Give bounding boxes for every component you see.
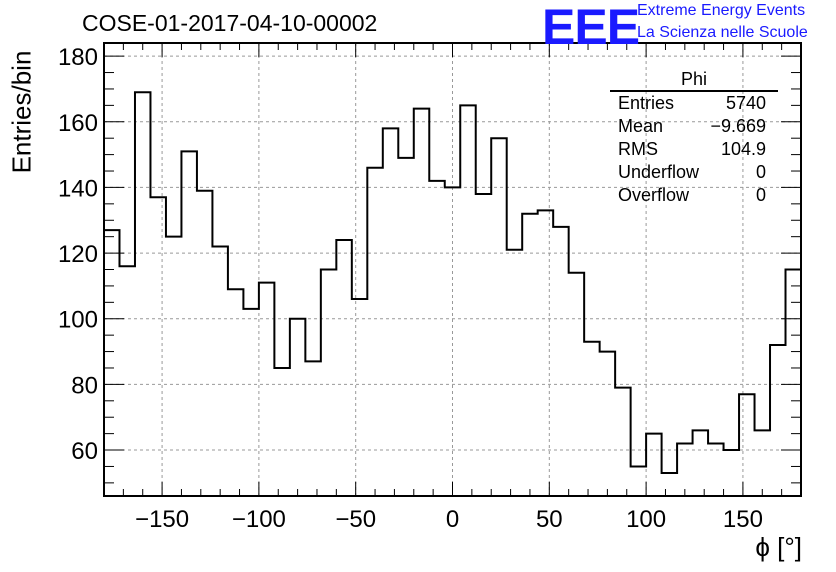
histogram-bin (755, 430, 770, 496)
stats-value: 104.9 (720, 139, 766, 159)
logo-line-2: La Scienza nelle Scuole (637, 24, 808, 41)
histogram-bin (786, 270, 801, 497)
histogram-bin (677, 443, 692, 496)
x-tick-label: 0 (446, 506, 459, 533)
x-tick-label: −50 (335, 506, 376, 533)
stats-value: −9.669 (710, 116, 766, 136)
stats-box: Phi Entries 5740 Mean −9.669 RMS 104.9 U… (610, 68, 778, 207)
histogram-bin (259, 283, 274, 496)
eee-logo: EEE (542, 0, 640, 55)
histogram-bin (739, 394, 754, 496)
histogram-bin (135, 92, 150, 496)
stats-title: Phi (610, 68, 778, 92)
histogram-bin (119, 266, 134, 496)
x-tick-label: 150 (723, 506, 763, 533)
x-tick-label: −150 (135, 506, 189, 533)
histogram-bin (243, 309, 258, 496)
axis-ticks (104, 43, 801, 496)
histogram-bin (615, 388, 630, 496)
histogram-bin (693, 430, 708, 496)
y-tick-label: 140 (58, 175, 98, 202)
histogram-bin (770, 345, 785, 496)
y-tick-label: 60 (71, 438, 98, 465)
x-tick-label: 50 (536, 506, 563, 533)
histogram-bin (522, 214, 537, 496)
histogram-bin (600, 352, 615, 496)
histogram-bin (398, 158, 413, 496)
histogram-bin (569, 273, 584, 496)
histogram-bin (507, 250, 522, 496)
histogram-outline (104, 65, 802, 475)
histogram-bin (290, 319, 305, 496)
stats-label: Underflow (618, 162, 700, 182)
stats-row-entries: Entries 5740 (610, 92, 778, 115)
histogram-bin (321, 270, 336, 497)
stats-label: Mean (618, 116, 664, 136)
x-axis-label: ϕ [°] (755, 532, 802, 562)
y-tick-label: 100 (58, 307, 98, 334)
y-axis-label: Entries/bin (6, 50, 37, 174)
histogram-bin (367, 168, 382, 496)
histogram-bin (631, 466, 646, 496)
histogram-bin (305, 361, 320, 496)
histogram-bin (181, 151, 196, 496)
plot-title: COSE-01-2017-04-10-00002 (82, 10, 378, 36)
stats-label: RMS (618, 139, 658, 159)
y-tick-label: 80 (71, 372, 98, 399)
plot-frame (103, 42, 802, 497)
y-tick-label: 160 (58, 110, 98, 137)
histogram-bin (584, 342, 599, 496)
histogram-bin (212, 247, 227, 496)
logo-line-1: Extreme Energy Events (637, 2, 806, 19)
histogram-bin (274, 368, 289, 496)
stats-row-mean: Mean −9.669 (610, 115, 778, 138)
y-tick-label: 180 (58, 44, 98, 71)
x-tick-label: 100 (626, 506, 666, 533)
y-tick-label: 120 (58, 241, 98, 268)
stats-row-underflow: Underflow 0 (610, 161, 778, 184)
histogram-bin (352, 299, 367, 496)
stats-label: Entries (618, 93, 675, 113)
histogram-bin (197, 191, 212, 496)
histogram-bin (150, 197, 165, 496)
histogram-bin (662, 473, 677, 496)
histogram-bin (708, 443, 723, 496)
stats-label: Overflow (618, 185, 690, 205)
tick-labels: −150 −100 −50 0 50 100 150 60 80 100 120 140 160 180 (58, 44, 763, 533)
histogram-bin (166, 237, 181, 496)
histogram-bin (553, 227, 568, 496)
histogram-bin (646, 434, 661, 496)
stats-value: 5740 (725, 93, 766, 113)
histogram-bin (414, 109, 429, 496)
histogram-bin (491, 138, 506, 496)
stats-value: 0 (755, 162, 766, 182)
stats-row-rms: RMS 104.9 (610, 138, 778, 161)
histogram-bin (476, 194, 491, 496)
histogram-bin (460, 105, 475, 496)
histogram-bin (383, 128, 398, 496)
histogram-bin (336, 240, 351, 496)
histogram-bin (228, 289, 243, 496)
histogram-bin (724, 450, 739, 496)
x-tick-label: −100 (232, 506, 286, 533)
stats-row-overflow: Overflow 0 (610, 184, 778, 207)
stats-value: 0 (755, 185, 766, 205)
histogram-bin (429, 181, 444, 496)
